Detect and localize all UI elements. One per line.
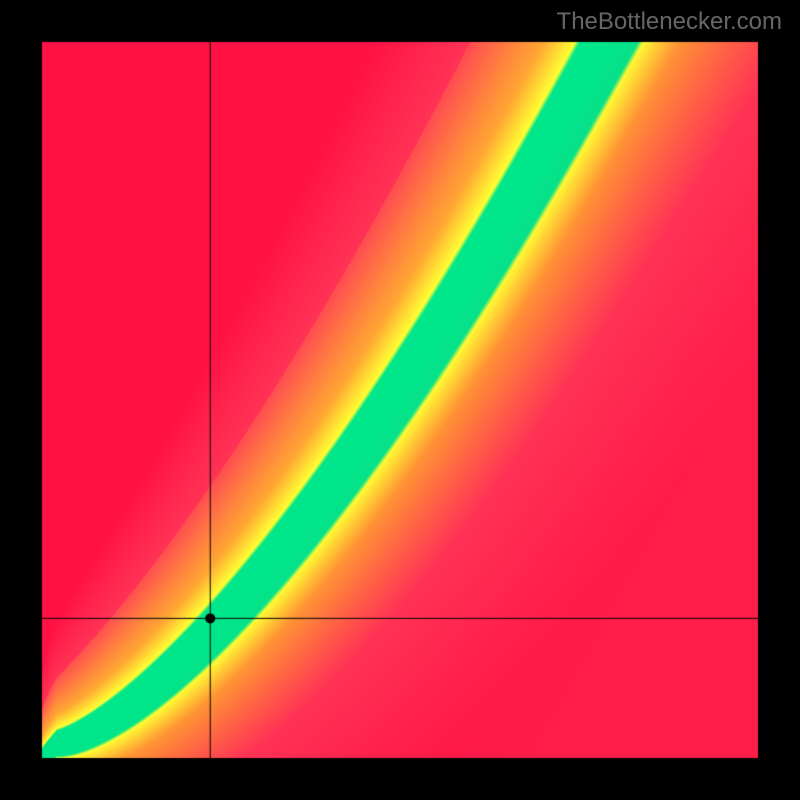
heatmap-canvas [0, 0, 800, 800]
watermark-text: TheBottlenecker.com [557, 8, 782, 36]
chart-container: TheBottlenecker.com [0, 0, 800, 800]
